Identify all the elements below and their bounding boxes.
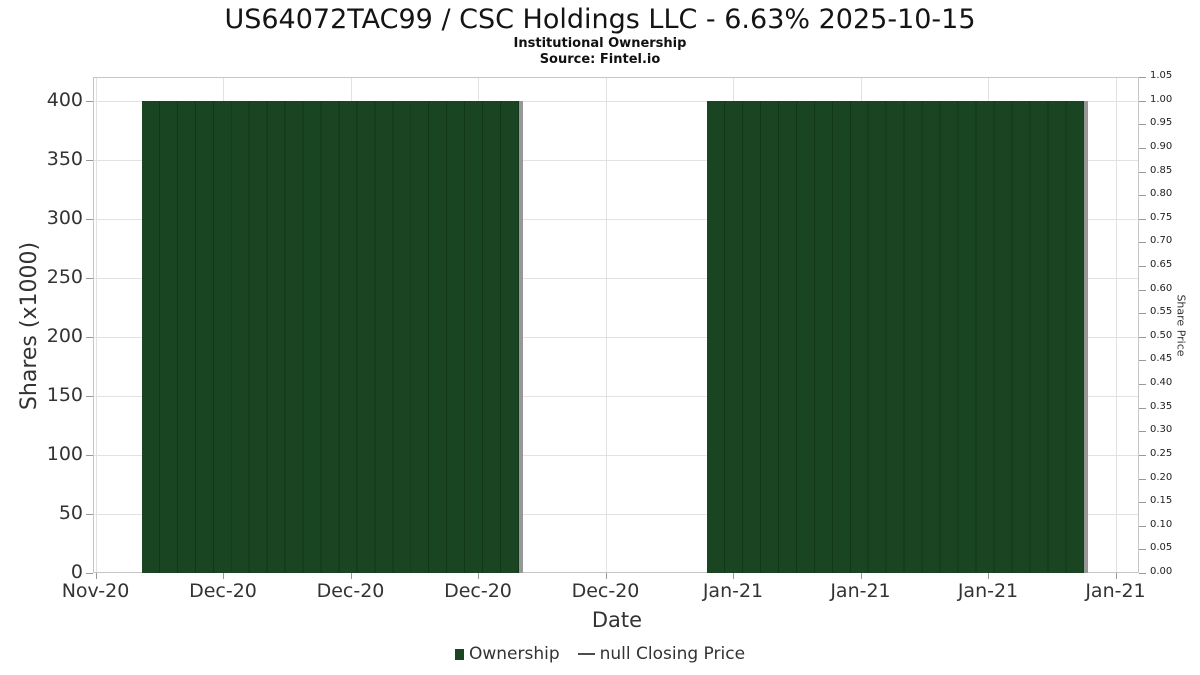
x-tick-label: Jan-21 [1085,580,1146,602]
closing-price-dash-icon [577,653,595,655]
chart-subtitle: Institutional Ownership [513,36,687,51]
y-right-tick-label: 0.75 [1150,211,1173,223]
y-right-tick [1139,313,1146,315]
y-right-tick-label: 0.30 [1150,424,1173,436]
legend-item-ownership[interactable]: Ownership [454,644,560,664]
x-tick-label: Dec-20 [571,580,640,602]
y-right-tick [1139,289,1146,291]
y-right-tick [1139,384,1146,385]
y-right-tick [1139,195,1146,197]
y-right-tick [1139,77,1146,78]
y-left-tick [86,514,93,515]
y-right-tick-label: 0.90 [1150,140,1173,152]
y-right-tick-label: 0.05 [1150,542,1173,554]
y-right-tick [1139,549,1146,551]
y-right-tick [1139,124,1146,126]
ownership-swatch-icon [454,648,464,660]
y-left-tick [86,454,93,456]
x-axis-title: Date [591,608,643,632]
y-right-tick [1139,100,1146,102]
x-tick [478,573,479,579]
y-right-tick [1139,336,1146,338]
plot-area [93,77,1139,573]
x-tick-label: Dec-20 [316,580,385,602]
y-left-tick-label: 0 [70,561,83,583]
x-tick-label: Jan-21 [702,580,764,602]
y-right-tick-label: 0.15 [1150,495,1173,507]
y-right-tick-label: 0.95 [1150,117,1173,129]
x-tick-label: Jan-21 [957,580,1019,602]
y-right-tick [1139,218,1146,220]
y-left-tick [86,218,93,220]
chart-source: Source: Fintel.io [539,52,661,67]
y-left-tick [86,159,93,161]
y-right-tick [1139,147,1146,149]
y-left-tick [86,395,93,397]
x-tick [988,573,989,579]
y-axis-title-left: Shares (x1000) [17,241,42,411]
y-left-tick-label: 350 [46,147,83,170]
y-left-tick-label: 400 [46,88,83,111]
y-right-tick-label: 0.10 [1150,518,1173,530]
legend: Ownership null Closing Price [0,644,1200,664]
y-left-tick [86,277,93,279]
y-left-tick [86,100,93,102]
x-tick [1115,573,1117,579]
y-right-tick [1139,502,1146,504]
x-tick-label: Dec-20 [444,580,512,602]
y-right-tick [1139,525,1146,527]
x-tick-label: Jan-21 [830,580,891,602]
legend-label-ownership: Ownership [468,644,560,664]
y-right-tick [1139,266,1146,267]
y-right-tick-label: 1.05 [1150,70,1173,81]
x-tick [95,573,97,579]
y-right-tick-label: 0.20 [1150,471,1173,483]
y-left-tick-label: 50 [58,502,83,524]
y-right-tick [1139,573,1146,574]
x-tick [350,573,352,579]
legend-label-closing-price: null Closing Price [599,644,746,664]
y-right-tick-label: 0.80 [1150,188,1173,200]
y-right-tick [1139,431,1146,433]
y-right-tick-label: 0.25 [1150,447,1173,459]
y-right-tick [1139,454,1146,456]
x-tick [733,573,734,579]
y-right-tick [1139,478,1146,480]
x-tick-label: Dec-20 [189,580,257,602]
y-axis-title-right: Share Price [1174,294,1188,357]
x-tick-label: Nov-20 [61,580,130,602]
y-right-tick-label: 0.85 [1150,164,1173,176]
y-left-tick [86,573,93,574]
y-right-tick-label: 0.00 [1150,566,1173,577]
x-tick [223,573,224,579]
y-right-tick [1139,242,1146,244]
x-tick [860,573,862,579]
chart-title: US64072TAC99 / CSC Holdings LLC - 6.63% … [224,4,976,35]
legend-item-closing-price[interactable]: null Closing Price [577,644,746,664]
x-tick [605,573,607,579]
y-right-tick [1139,171,1146,173]
y-right-tick-label: 1.00 [1150,93,1173,105]
y-right-tick [1139,360,1146,362]
y-right-tick [1139,407,1146,409]
y-left-tick [86,336,93,338]
